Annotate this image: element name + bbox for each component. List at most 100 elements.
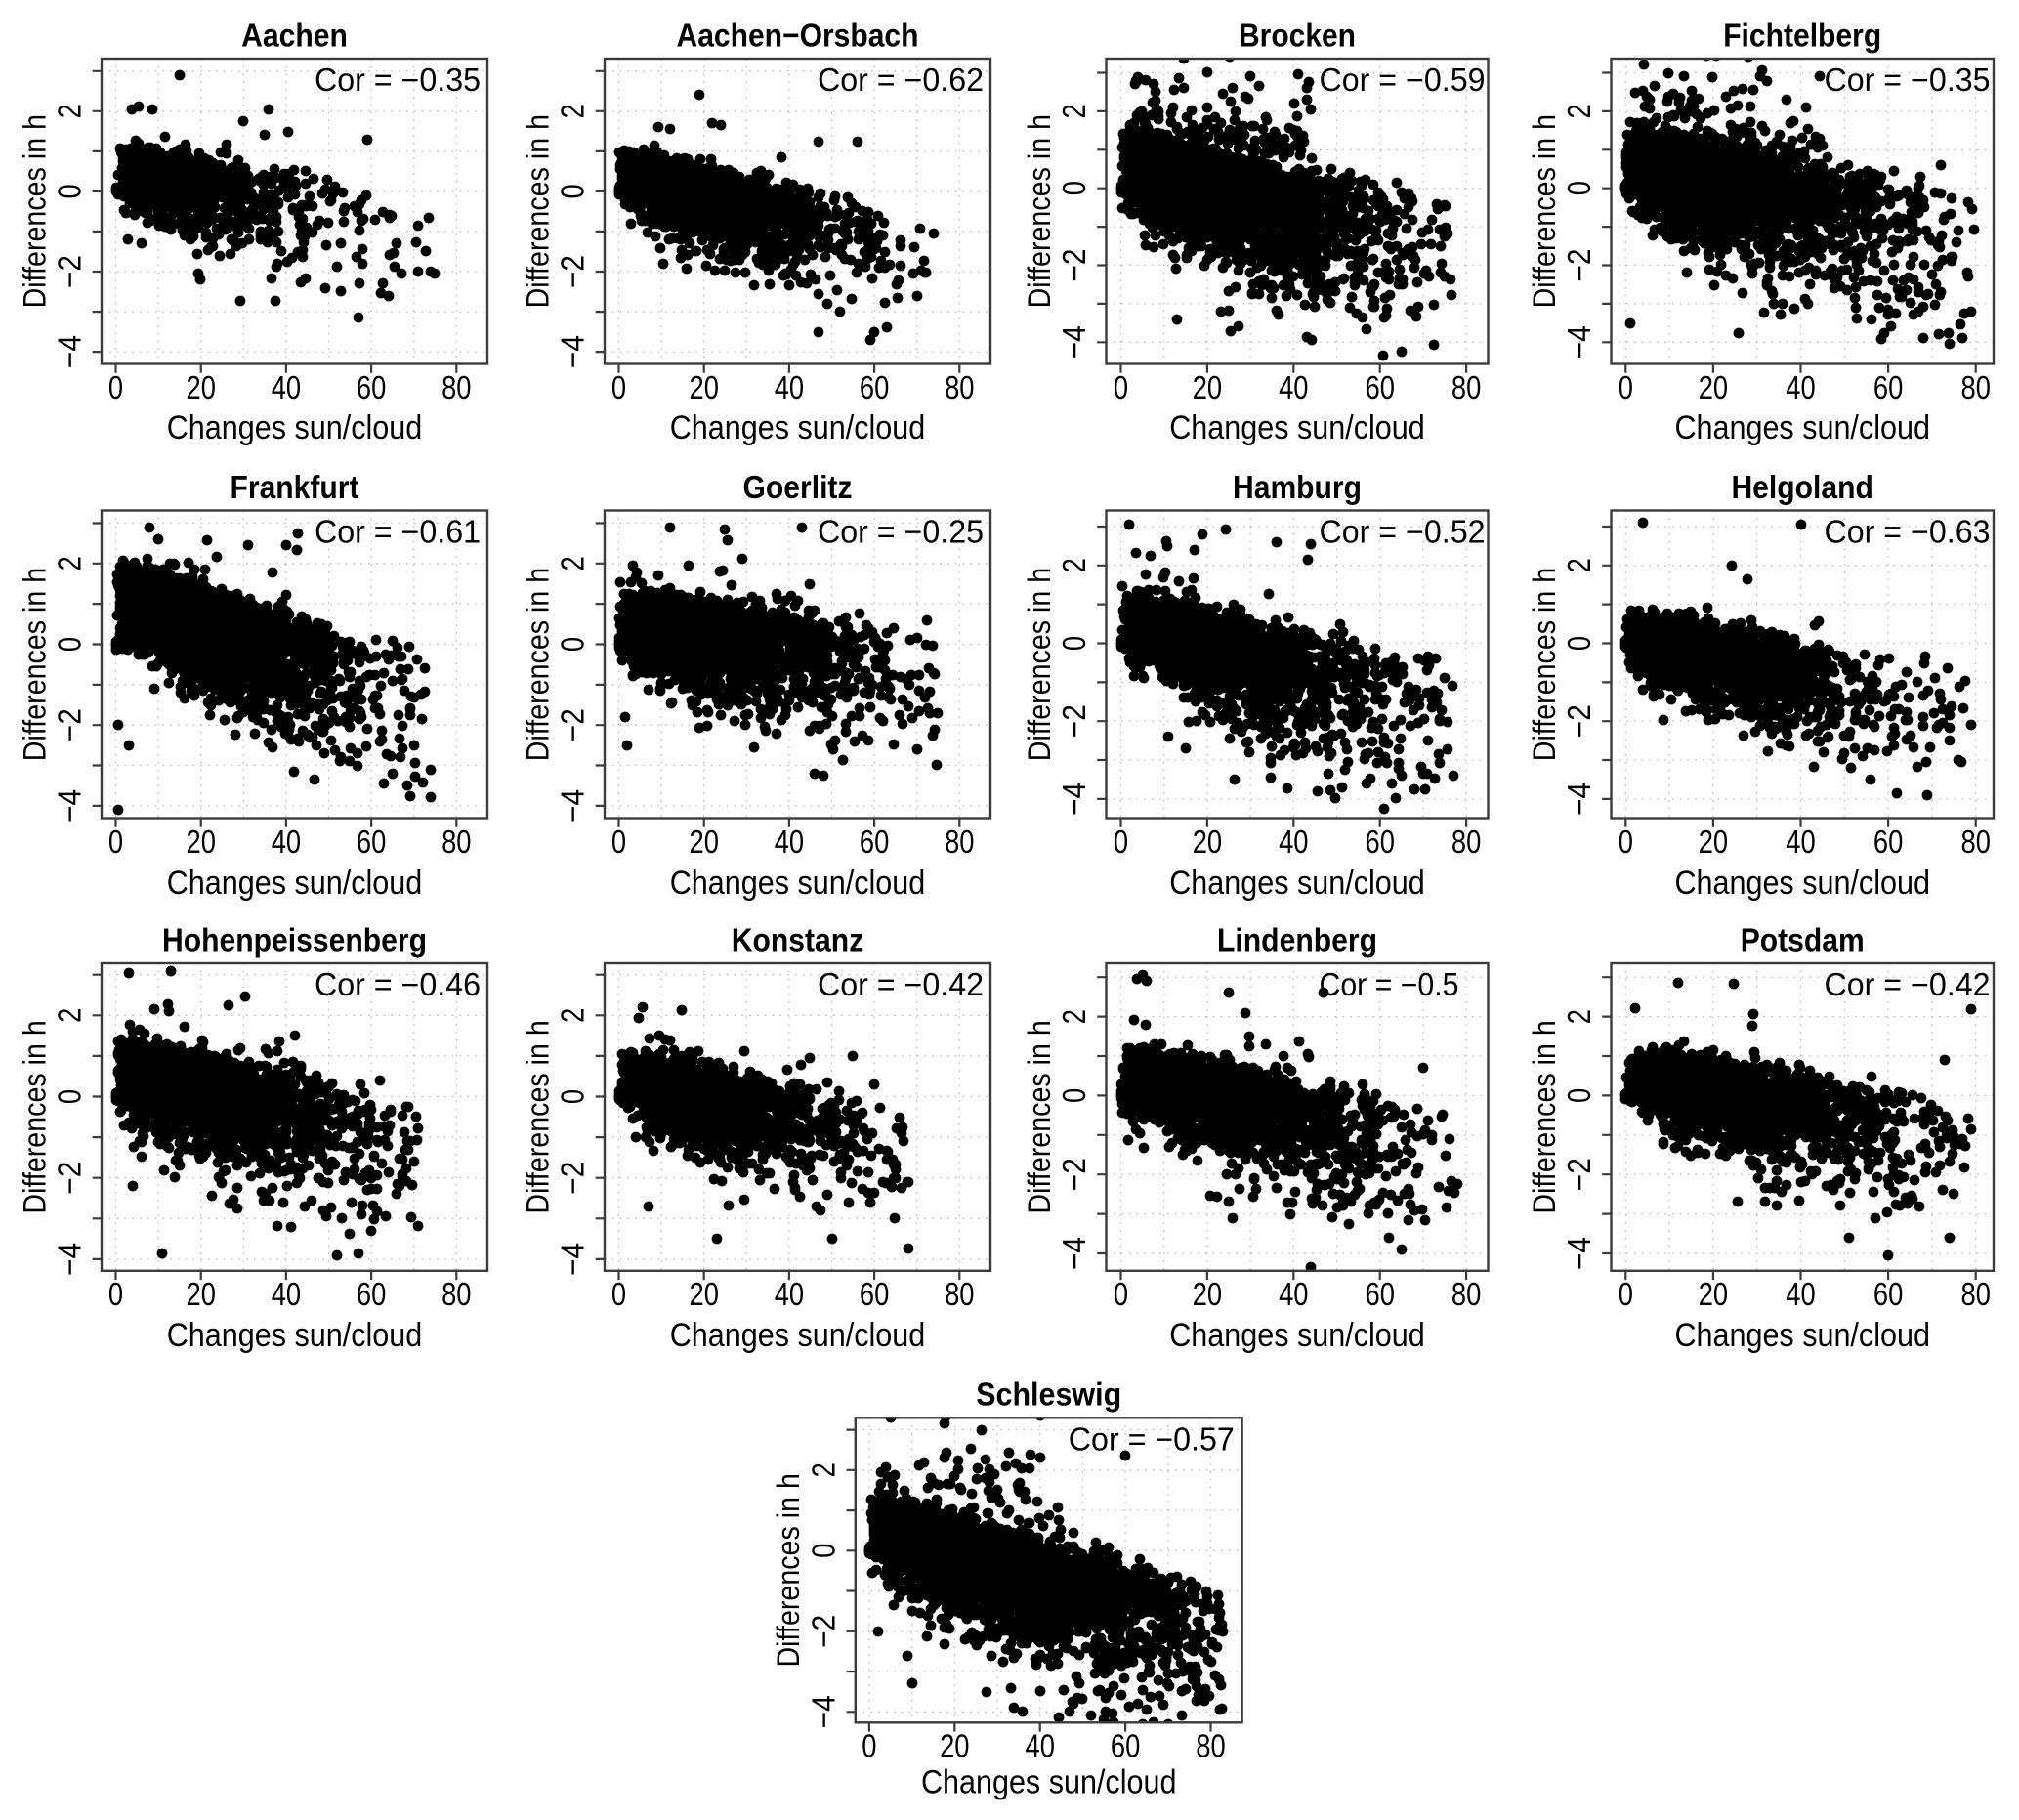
svg-text:Cor = −0.5: Cor = −0.5: [1320, 966, 1459, 1002]
svg-text:−2: −2: [1561, 1158, 1597, 1191]
svg-text:0: 0: [1056, 1088, 1092, 1103]
svg-text:60: 60: [860, 369, 889, 405]
svg-text:40: 40: [272, 824, 301, 860]
svg-text:Differences in h: Differences in h: [520, 1020, 555, 1213]
svg-text:60: 60: [357, 1276, 386, 1312]
svg-text:Helgoland: Helgoland: [1731, 470, 1873, 506]
svg-text:60: 60: [1873, 824, 1903, 860]
svg-text:Frankfurt: Frankfurt: [231, 470, 359, 506]
svg-text:Differences in h: Differences in h: [1527, 114, 1562, 308]
svg-text:−4: −4: [52, 1243, 88, 1276]
svg-text:80: 80: [442, 824, 471, 860]
svg-text:Changes sun/cloud: Changes sun/cloud: [670, 409, 926, 446]
svg-text:40: 40: [1026, 1728, 1055, 1764]
svg-text:Fichtelberg: Fichtelberg: [1723, 18, 1881, 54]
svg-text:−4: −4: [555, 789, 591, 823]
svg-text:0: 0: [1561, 1088, 1597, 1103]
svg-text:Differences in h: Differences in h: [17, 1020, 52, 1213]
svg-text:Lindenberg: Lindenberg: [1217, 922, 1377, 958]
svg-text:Changes sun/cloud: Changes sun/cloud: [1169, 1317, 1425, 1354]
svg-text:0: 0: [108, 1276, 123, 1312]
svg-text:−2: −2: [1056, 704, 1092, 738]
svg-text:0: 0: [555, 637, 591, 652]
svg-text:Cor = −0.62: Cor = −0.62: [818, 62, 984, 98]
svg-text:Differences in h: Differences in h: [771, 1473, 806, 1667]
svg-text:0: 0: [52, 184, 88, 198]
svg-text:80: 80: [1451, 824, 1481, 860]
svg-text:80: 80: [442, 369, 471, 405]
svg-text:−2: −2: [1561, 704, 1597, 738]
svg-text:0: 0: [862, 1728, 876, 1764]
svg-text:Differences in h: Differences in h: [1527, 568, 1562, 761]
svg-text:Changes sun/cloud: Changes sun/cloud: [167, 1317, 423, 1354]
svg-text:−2: −2: [555, 708, 591, 741]
svg-text:Differences in h: Differences in h: [520, 568, 555, 761]
svg-text:Changes sun/cloud: Changes sun/cloud: [1674, 409, 1930, 446]
svg-text:0: 0: [555, 184, 591, 198]
svg-text:40: 40: [1786, 369, 1815, 405]
svg-text:80: 80: [1961, 824, 1991, 860]
svg-text:60: 60: [357, 824, 386, 860]
svg-text:2: 2: [555, 104, 591, 118]
svg-text:−2: −2: [1056, 249, 1092, 282]
svg-text:40: 40: [1279, 1276, 1308, 1312]
svg-text:0: 0: [52, 1089, 88, 1104]
svg-text:80: 80: [1961, 1276, 1991, 1312]
svg-text:Hamburg: Hamburg: [1233, 470, 1362, 506]
svg-text:−2: −2: [52, 1162, 88, 1195]
svg-text:60: 60: [1111, 1728, 1140, 1764]
svg-text:60: 60: [860, 824, 889, 860]
svg-text:20: 20: [690, 824, 719, 860]
svg-text:−4: −4: [805, 1695, 841, 1728]
svg-text:0: 0: [611, 369, 626, 405]
svg-text:−4: −4: [1056, 1237, 1092, 1270]
svg-text:Potsdam: Potsdam: [1741, 922, 1865, 958]
svg-text:−2: −2: [52, 708, 88, 741]
svg-text:Schleswig: Schleswig: [976, 1377, 1121, 1414]
svg-text:Cor = −0.35: Cor = −0.35: [315, 62, 481, 98]
svg-text:80: 80: [1961, 369, 1991, 405]
svg-text:Cor = −0.57: Cor = −0.57: [1069, 1420, 1235, 1457]
svg-text:20: 20: [187, 369, 216, 405]
svg-text:80: 80: [945, 369, 974, 405]
svg-text:Aachen−Orsbach: Aachen−Orsbach: [677, 18, 919, 54]
svg-text:0: 0: [1619, 1276, 1633, 1312]
svg-text:20: 20: [690, 1276, 719, 1312]
svg-text:0: 0: [52, 637, 88, 652]
svg-text:−4: −4: [555, 1243, 591, 1276]
svg-text:20: 20: [1699, 369, 1728, 405]
svg-text:Konstanz: Konstanz: [732, 922, 864, 958]
svg-text:−2: −2: [52, 255, 88, 288]
svg-text:0: 0: [1561, 636, 1597, 651]
svg-text:2: 2: [52, 556, 88, 571]
svg-text:Brocken: Brocken: [1239, 18, 1356, 54]
svg-text:Cor = −0.61: Cor = −0.61: [315, 514, 481, 550]
svg-text:20: 20: [1699, 1276, 1728, 1312]
svg-text:Cor = −0.35: Cor = −0.35: [1825, 62, 1991, 98]
svg-text:2: 2: [1056, 1009, 1092, 1024]
svg-text:40: 40: [775, 824, 804, 860]
svg-text:−2: −2: [555, 255, 591, 288]
svg-text:−4: −4: [1056, 325, 1092, 359]
svg-text:2: 2: [1561, 104, 1597, 118]
svg-text:Goerlitz: Goerlitz: [743, 470, 853, 506]
svg-text:Cor = −0.63: Cor = −0.63: [1825, 514, 1991, 550]
svg-text:Cor = −0.42: Cor = −0.42: [818, 966, 984, 1002]
svg-text:2: 2: [555, 1008, 591, 1023]
svg-text:80: 80: [945, 824, 974, 860]
svg-text:0: 0: [555, 1089, 591, 1104]
svg-text:2: 2: [555, 556, 591, 571]
svg-text:Differences in h: Differences in h: [1022, 568, 1057, 761]
svg-text:2: 2: [1561, 1009, 1597, 1024]
svg-text:20: 20: [187, 1276, 216, 1312]
svg-text:0: 0: [1114, 369, 1128, 405]
svg-text:0: 0: [108, 369, 123, 405]
svg-text:0: 0: [1619, 369, 1633, 405]
svg-text:0: 0: [1114, 824, 1128, 860]
svg-text:Changes sun/cloud: Changes sun/cloud: [1169, 865, 1425, 902]
svg-text:−4: −4: [1561, 1237, 1597, 1270]
svg-text:60: 60: [1366, 369, 1395, 405]
svg-text:Differences in h: Differences in h: [1022, 1020, 1057, 1213]
svg-text:Differences in h: Differences in h: [17, 568, 52, 761]
svg-text:−4: −4: [1056, 783, 1092, 816]
